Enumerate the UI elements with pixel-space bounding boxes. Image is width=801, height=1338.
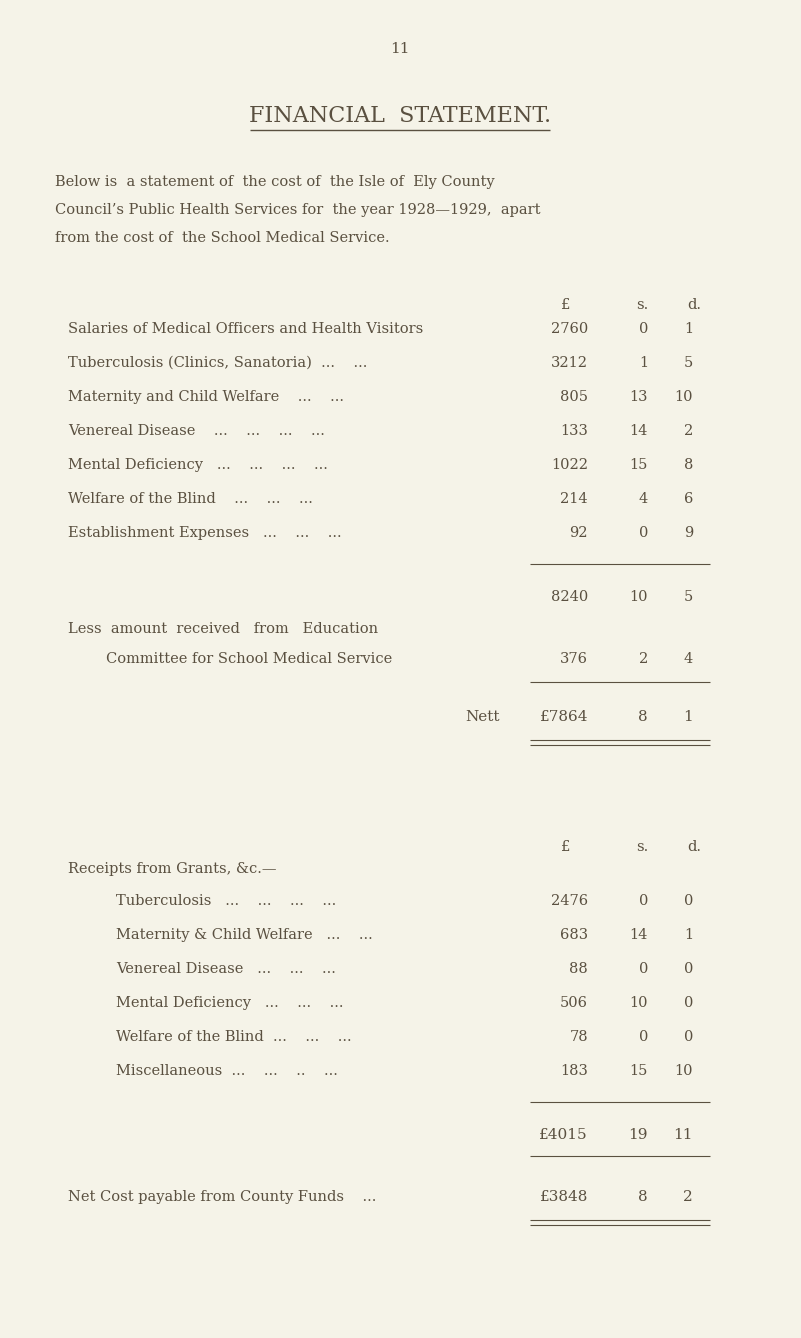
Text: Nett: Nett: [465, 710, 500, 724]
Text: 13: 13: [630, 389, 648, 404]
Text: Net Cost payable from County Funds    ...: Net Cost payable from County Funds ...: [68, 1189, 376, 1204]
Text: s.: s.: [636, 298, 648, 312]
Text: d.: d.: [687, 298, 701, 312]
Text: £: £: [561, 298, 570, 312]
Text: Establishment Expenses   ...    ...    ...: Establishment Expenses ... ... ...: [68, 526, 341, 541]
Text: 15: 15: [630, 1064, 648, 1078]
Text: FINANCIAL  STATEMENT.: FINANCIAL STATEMENT.: [249, 104, 551, 127]
Text: 9: 9: [684, 526, 693, 541]
Text: Receipts from Grants, &c.—: Receipts from Grants, &c.—: [68, 862, 276, 876]
Text: 19: 19: [629, 1128, 648, 1143]
Text: 133: 133: [560, 424, 588, 438]
Text: 5: 5: [684, 590, 693, 603]
Text: Welfare of the Blind  ...    ...    ...: Welfare of the Blind ... ... ...: [116, 1030, 352, 1044]
Text: 78: 78: [570, 1030, 588, 1044]
Text: 1: 1: [683, 710, 693, 724]
Text: 0: 0: [683, 962, 693, 975]
Text: 14: 14: [630, 929, 648, 942]
Text: 0: 0: [638, 962, 648, 975]
Text: 0: 0: [683, 1030, 693, 1044]
Text: 506: 506: [560, 995, 588, 1010]
Text: Council’s Public Health Services for  the year 1928—1929,  apart: Council’s Public Health Services for the…: [55, 203, 541, 217]
Text: Venereal Disease    ...    ...    ...    ...: Venereal Disease ... ... ... ...: [68, 424, 325, 438]
Text: 10: 10: [630, 995, 648, 1010]
Text: 15: 15: [630, 458, 648, 472]
Text: Tuberculosis   ...    ...    ...    ...: Tuberculosis ... ... ... ...: [116, 894, 336, 909]
Text: 0: 0: [683, 894, 693, 909]
Text: Mental Deficiency   ...    ...    ...    ...: Mental Deficiency ... ... ... ...: [68, 458, 328, 472]
Text: Committee for School Medical Service: Committee for School Medical Service: [106, 652, 392, 666]
Text: 0: 0: [638, 894, 648, 909]
Text: 0: 0: [638, 1030, 648, 1044]
Text: 10: 10: [674, 389, 693, 404]
Text: 1: 1: [684, 929, 693, 942]
Text: 14: 14: [630, 424, 648, 438]
Text: 8: 8: [638, 1189, 648, 1204]
Text: £4015: £4015: [539, 1128, 588, 1143]
Text: 4: 4: [638, 492, 648, 506]
Text: 2476: 2476: [551, 894, 588, 909]
Text: 8240: 8240: [551, 590, 588, 603]
Text: 214: 214: [561, 492, 588, 506]
Text: Less  amount  received   from   Education: Less amount received from Education: [68, 622, 378, 636]
Text: 8: 8: [638, 710, 648, 724]
Text: 10: 10: [674, 1064, 693, 1078]
Text: 5: 5: [684, 356, 693, 371]
Text: 1022: 1022: [551, 458, 588, 472]
Text: 376: 376: [560, 652, 588, 666]
Text: 683: 683: [560, 929, 588, 942]
Text: Welfare of the Blind    ...    ...    ...: Welfare of the Blind ... ... ...: [68, 492, 313, 506]
Text: Maternity and Child Welfare    ...    ...: Maternity and Child Welfare ... ...: [68, 389, 344, 404]
Text: £3848: £3848: [540, 1189, 588, 1204]
Text: Mental Deficiency   ...    ...    ...: Mental Deficiency ... ... ...: [116, 995, 344, 1010]
Text: 805: 805: [560, 389, 588, 404]
Text: Salaries of Medical Officers and Health Visitors: Salaries of Medical Officers and Health …: [68, 322, 423, 336]
Text: Venereal Disease   ...    ...    ...: Venereal Disease ... ... ...: [116, 962, 336, 975]
Text: Below is  a statement of  the cost of  the Isle of  Ely County: Below is a statement of the cost of the …: [55, 175, 495, 189]
Text: 0: 0: [638, 322, 648, 336]
Text: 1: 1: [639, 356, 648, 371]
Text: 2760: 2760: [551, 322, 588, 336]
Text: 6: 6: [683, 492, 693, 506]
Text: s.: s.: [636, 840, 648, 854]
Text: 10: 10: [630, 590, 648, 603]
Text: £: £: [561, 840, 570, 854]
Text: 183: 183: [560, 1064, 588, 1078]
Text: 11: 11: [674, 1128, 693, 1143]
Text: 8: 8: [683, 458, 693, 472]
Text: from the cost of  the School Medical Service.: from the cost of the School Medical Serv…: [55, 231, 389, 245]
Text: 92: 92: [570, 526, 588, 541]
Text: Tuberculosis (Clinics, Sanatoria)  ...    ...: Tuberculosis (Clinics, Sanatoria) ... ..…: [68, 356, 368, 371]
Text: 0: 0: [638, 526, 648, 541]
Text: Miscellaneous  ...    ...    ..    ...: Miscellaneous ... ... .. ...: [116, 1064, 338, 1078]
Text: 3212: 3212: [551, 356, 588, 371]
Text: £7864: £7864: [540, 710, 588, 724]
Text: 11: 11: [390, 41, 410, 56]
Text: 4: 4: [684, 652, 693, 666]
Text: Maternity & Child Welfare   ...    ...: Maternity & Child Welfare ... ...: [116, 929, 372, 942]
Text: 2: 2: [638, 652, 648, 666]
Text: 2: 2: [684, 424, 693, 438]
Text: 0: 0: [683, 995, 693, 1010]
Text: d.: d.: [687, 840, 701, 854]
Text: 2: 2: [683, 1189, 693, 1204]
Text: 88: 88: [570, 962, 588, 975]
Text: 1: 1: [684, 322, 693, 336]
